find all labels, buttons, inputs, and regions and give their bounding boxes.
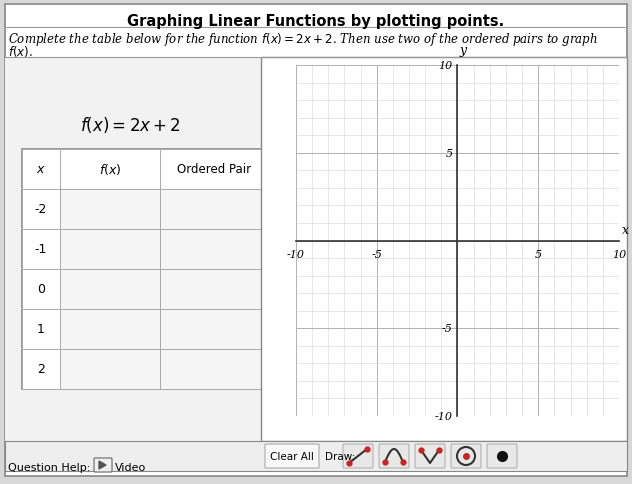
Text: Clear All: Clear All bbox=[270, 451, 314, 461]
Text: $f(x)$.: $f(x)$. bbox=[8, 44, 33, 59]
FancyBboxPatch shape bbox=[22, 150, 268, 389]
Text: $f(x) = 2x + 2$: $f(x) = 2x + 2$ bbox=[80, 115, 181, 135]
Text: 5: 5 bbox=[535, 250, 542, 260]
FancyBboxPatch shape bbox=[5, 5, 627, 476]
FancyBboxPatch shape bbox=[379, 444, 409, 468]
FancyBboxPatch shape bbox=[160, 309, 268, 349]
FancyBboxPatch shape bbox=[60, 270, 160, 309]
FancyBboxPatch shape bbox=[94, 458, 112, 472]
Text: x: x bbox=[623, 224, 629, 237]
Text: $f(x)$: $f(x)$ bbox=[99, 162, 121, 177]
FancyBboxPatch shape bbox=[22, 309, 60, 349]
FancyBboxPatch shape bbox=[343, 444, 373, 468]
FancyBboxPatch shape bbox=[22, 229, 60, 270]
FancyBboxPatch shape bbox=[160, 190, 268, 229]
FancyBboxPatch shape bbox=[60, 349, 160, 389]
FancyBboxPatch shape bbox=[22, 190, 60, 229]
Text: -1: -1 bbox=[35, 243, 47, 256]
Text: Draw:: Draw: bbox=[325, 451, 355, 461]
Text: -10: -10 bbox=[287, 250, 305, 260]
Text: Video: Video bbox=[115, 462, 146, 472]
FancyBboxPatch shape bbox=[160, 270, 268, 309]
FancyBboxPatch shape bbox=[160, 229, 268, 270]
FancyBboxPatch shape bbox=[60, 309, 160, 349]
Text: Ordered Pair: Ordered Pair bbox=[177, 163, 251, 176]
FancyBboxPatch shape bbox=[265, 444, 319, 468]
Text: -5: -5 bbox=[442, 324, 453, 333]
Text: y: y bbox=[459, 44, 466, 57]
FancyBboxPatch shape bbox=[261, 58, 627, 441]
FancyBboxPatch shape bbox=[5, 441, 627, 471]
Polygon shape bbox=[99, 461, 106, 469]
FancyBboxPatch shape bbox=[60, 190, 160, 229]
Text: 1: 1 bbox=[37, 323, 45, 336]
Text: Question Help:: Question Help: bbox=[8, 462, 90, 472]
FancyBboxPatch shape bbox=[22, 349, 60, 389]
FancyBboxPatch shape bbox=[160, 349, 268, 389]
FancyBboxPatch shape bbox=[487, 444, 517, 468]
Text: 2: 2 bbox=[37, 363, 45, 376]
FancyBboxPatch shape bbox=[415, 444, 445, 468]
Text: Complete the table below for the function $f(x) = 2x + 2$. Then use two of the o: Complete the table below for the functio… bbox=[8, 31, 598, 48]
FancyBboxPatch shape bbox=[5, 58, 261, 441]
Text: 5: 5 bbox=[446, 149, 453, 158]
Text: 0: 0 bbox=[37, 283, 45, 296]
Text: 10: 10 bbox=[439, 61, 453, 71]
FancyBboxPatch shape bbox=[451, 444, 481, 468]
Text: Graphing Linear Functions by plotting points.: Graphing Linear Functions by plotting po… bbox=[128, 14, 504, 29]
Text: -2: -2 bbox=[35, 203, 47, 216]
FancyBboxPatch shape bbox=[22, 270, 60, 309]
Text: -5: -5 bbox=[372, 250, 382, 260]
FancyBboxPatch shape bbox=[60, 229, 160, 270]
Text: $x$: $x$ bbox=[36, 163, 46, 176]
FancyBboxPatch shape bbox=[22, 150, 60, 190]
FancyBboxPatch shape bbox=[160, 150, 268, 190]
Text: 10: 10 bbox=[612, 250, 626, 260]
Text: -10: -10 bbox=[435, 411, 453, 421]
FancyBboxPatch shape bbox=[60, 150, 160, 190]
